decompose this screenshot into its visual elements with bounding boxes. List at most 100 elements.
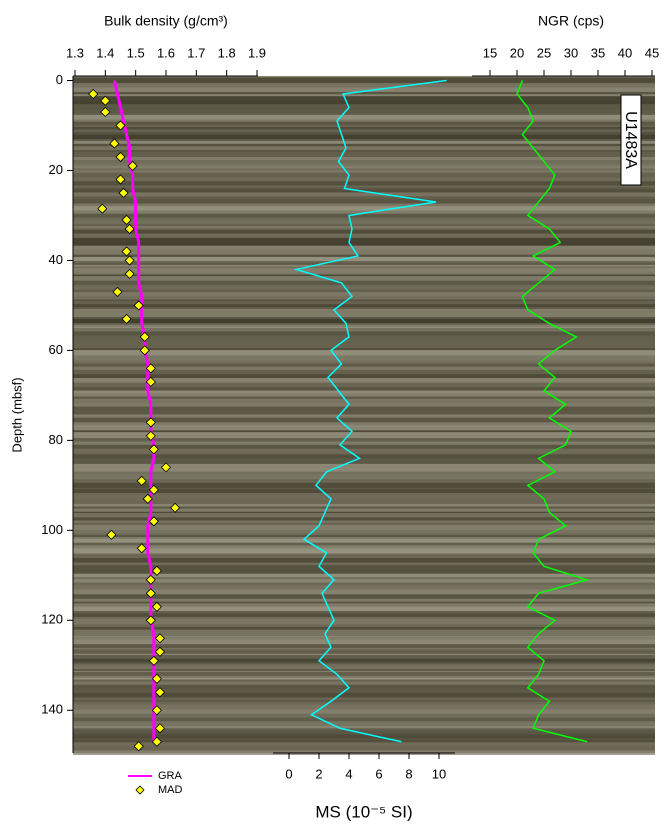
core-stripe bbox=[73, 718, 655, 722]
core-stripe bbox=[73, 171, 655, 173]
x-axis-label: MS (10⁻⁵ SI) bbox=[315, 802, 412, 821]
core-dark-band bbox=[73, 300, 655, 307]
core-stripe bbox=[73, 122, 655, 125]
core-stripe bbox=[73, 387, 655, 391]
core-stripe bbox=[73, 627, 655, 630]
core-stripe bbox=[73, 558, 655, 563]
core-stripe bbox=[73, 504, 655, 507]
core-stripe bbox=[73, 407, 655, 412]
core-stripe bbox=[73, 110, 655, 115]
core-stripe bbox=[73, 667, 655, 669]
core-stripe bbox=[73, 228, 655, 230]
core-stripe bbox=[73, 391, 655, 394]
core-stripe bbox=[73, 350, 655, 355]
core-stripe bbox=[73, 348, 655, 350]
core-stripe bbox=[73, 453, 655, 455]
core-stripe bbox=[73, 187, 655, 189]
core-stripe bbox=[73, 500, 655, 504]
core-stripe bbox=[73, 525, 655, 526]
core-stripe bbox=[73, 414, 655, 416]
core-stripe bbox=[73, 206, 655, 211]
core-stripe bbox=[73, 397, 655, 399]
core-stripe bbox=[73, 150, 655, 152]
core-stripe bbox=[73, 224, 655, 226]
core-stripe bbox=[73, 164, 655, 167]
core-stripe bbox=[73, 449, 655, 453]
x-tick-label: 8 bbox=[405, 766, 412, 781]
core-stripe bbox=[73, 594, 655, 598]
x-tick-label: 6 bbox=[375, 766, 382, 781]
x-tick-label: 35 bbox=[591, 45, 605, 60]
core-stripe bbox=[73, 602, 655, 604]
core-stripe bbox=[73, 255, 655, 257]
core-stripe bbox=[73, 196, 655, 199]
core-dark-band bbox=[73, 317, 655, 323]
site-label: U1483A bbox=[621, 95, 641, 185]
x-axis-label: NGR (cps) bbox=[538, 13, 604, 29]
x-tick-label: 20 bbox=[510, 45, 524, 60]
core-stripe bbox=[73, 545, 655, 548]
core-stripe bbox=[73, 684, 655, 685]
core-stripe bbox=[73, 325, 655, 327]
core-stripe bbox=[73, 543, 655, 546]
core-stripe bbox=[73, 343, 655, 348]
core-stripe bbox=[73, 263, 655, 264]
core-stripe bbox=[73, 204, 655, 207]
core-stripe bbox=[73, 702, 655, 704]
core-stripe bbox=[73, 281, 655, 286]
core-stripe bbox=[73, 355, 655, 356]
core-stripe bbox=[73, 192, 655, 196]
y-tick-label: 60 bbox=[49, 342, 63, 357]
core-stripe bbox=[73, 466, 655, 468]
core-stripe bbox=[73, 106, 655, 110]
core-stripe bbox=[73, 173, 655, 178]
core-stripe bbox=[73, 521, 655, 524]
core-stripe bbox=[73, 485, 655, 489]
x-tick-label: 0 bbox=[285, 766, 292, 781]
core-stripe bbox=[73, 579, 655, 583]
core-stripe bbox=[73, 526, 655, 530]
x-tick-label: 2 bbox=[315, 766, 322, 781]
core-stripe bbox=[73, 230, 655, 234]
core-stripe bbox=[73, 290, 655, 292]
core-stripe bbox=[73, 489, 655, 493]
core-stripe bbox=[73, 672, 655, 676]
core-stripe bbox=[73, 422, 655, 425]
x-tick-label: 1.4 bbox=[96, 45, 114, 60]
core-stripe bbox=[73, 214, 655, 218]
x-tick-label: 1.5 bbox=[127, 45, 145, 60]
core-stripe bbox=[73, 454, 655, 458]
x-tick-label: 25 bbox=[537, 45, 551, 60]
y-tick-label: 40 bbox=[49, 252, 63, 267]
core-stripe bbox=[73, 619, 655, 623]
core-stripe bbox=[73, 458, 655, 463]
core-stripe bbox=[73, 374, 655, 378]
core-dark-band bbox=[73, 238, 655, 246]
core-stripe bbox=[73, 463, 655, 464]
y-tick-label: 140 bbox=[41, 702, 63, 717]
x-tick-label: 10 bbox=[432, 766, 446, 781]
legend-label: GRA bbox=[158, 770, 183, 782]
core-stripe bbox=[73, 152, 655, 157]
core-stripe bbox=[73, 507, 655, 509]
core-stripe bbox=[73, 622, 655, 625]
core-stripe bbox=[73, 336, 655, 340]
core-stripe bbox=[73, 747, 655, 751]
core-stripe bbox=[73, 285, 655, 290]
core-stripe bbox=[73, 115, 655, 120]
core-stripe bbox=[73, 199, 655, 204]
core-stripe bbox=[73, 363, 655, 366]
x-tick-label: 4 bbox=[345, 766, 352, 781]
core-stripe bbox=[73, 182, 655, 185]
x-tick-label: 45 bbox=[645, 45, 659, 60]
core-stripe bbox=[73, 265, 655, 267]
core-stripe bbox=[73, 144, 655, 146]
core-stripe bbox=[73, 399, 655, 404]
core-stripe bbox=[73, 617, 655, 619]
core-stripe bbox=[73, 442, 655, 445]
core-stripe bbox=[73, 120, 655, 122]
core-stripe bbox=[73, 565, 655, 569]
core-stripe bbox=[73, 394, 655, 397]
y-tick-label: 120 bbox=[41, 612, 63, 627]
core-stripe bbox=[73, 257, 655, 261]
